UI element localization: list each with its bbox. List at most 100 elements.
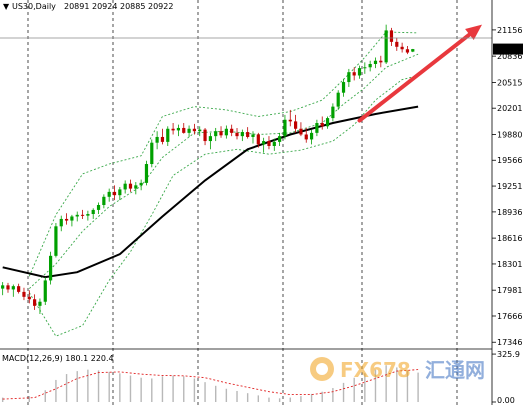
candle — [17, 283, 21, 294]
candle — [288, 109, 292, 127]
candle-body — [86, 214, 90, 216]
price-tick-label: 18301 — [497, 260, 522, 269]
candle-body — [357, 68, 362, 76]
macd-tick-label: 0.00 — [497, 396, 515, 405]
macd-tick-label: 325.9 — [497, 350, 520, 359]
ohlc-label: 20891 20924 20885 20922 — [64, 2, 173, 11]
candle — [373, 57, 378, 69]
watermark-cn: 汇通网 — [425, 358, 485, 382]
candle-body — [224, 128, 228, 136]
candle-body — [64, 218, 69, 221]
candle — [246, 127, 250, 139]
header-triangle: ▼ — [3, 2, 10, 11]
candle-body — [331, 106, 335, 119]
price-tick-label: 18616 — [497, 234, 522, 243]
candle — [33, 294, 37, 310]
candle — [293, 114, 298, 133]
macd-panel: 325.9 0.00 — [1, 350, 520, 405]
price-tick-label: 18936 — [497, 208, 522, 217]
candle — [27, 290, 31, 304]
candle — [1, 282, 5, 296]
candle — [262, 137, 266, 153]
candle — [389, 27, 394, 46]
candle — [91, 208, 95, 219]
price-tick-label: 17346 — [497, 338, 522, 347]
candle — [331, 103, 335, 122]
candle-body — [395, 41, 399, 47]
candle — [182, 123, 186, 134]
candle — [54, 223, 58, 258]
candle — [405, 45, 410, 55]
candle-body — [182, 127, 186, 133]
candle — [59, 215, 63, 232]
candle-body — [384, 30, 388, 63]
candle-body — [363, 67, 367, 69]
candle-body — [246, 132, 250, 137]
candle-body — [91, 209, 95, 215]
candle-body — [336, 92, 340, 107]
candle — [134, 182, 138, 195]
candle-body — [368, 64, 372, 68]
candle — [278, 132, 282, 146]
candle — [347, 68, 351, 87]
candle-body — [139, 182, 143, 186]
candle-body — [373, 60, 378, 65]
band-lower-line — [28, 75, 419, 337]
candle-body — [150, 142, 154, 165]
price-tick-label: 19251 — [497, 182, 522, 191]
candle-body — [304, 134, 308, 140]
candle-body — [134, 185, 138, 189]
candle-body — [17, 286, 21, 292]
candle-body — [341, 82, 346, 93]
candle-body — [309, 132, 314, 140]
candle-body — [347, 72, 351, 83]
candles — [1, 24, 415, 315]
candle-body — [107, 191, 111, 197]
candle — [309, 129, 314, 145]
candle — [304, 127, 308, 143]
candle — [86, 210, 90, 221]
moving-average — [2, 105, 419, 279]
candle-body — [219, 131, 223, 136]
candle — [107, 188, 111, 202]
candle-body — [59, 218, 63, 227]
candle-body — [187, 128, 191, 133]
candle — [214, 127, 218, 142]
candle — [400, 42, 404, 53]
candle-body — [118, 189, 122, 196]
candle — [160, 128, 165, 145]
candle-body — [262, 141, 266, 145]
candle-body — [267, 141, 271, 146]
candle-body — [251, 134, 255, 137]
candle — [192, 123, 197, 135]
price-tick-label: 19880 — [497, 131, 522, 140]
candle-body — [379, 60, 383, 63]
candle — [43, 277, 47, 306]
candle-body — [352, 72, 356, 76]
candle — [139, 179, 143, 191]
candle-body — [203, 129, 207, 142]
candle-body — [160, 136, 165, 142]
candle — [283, 114, 287, 140]
candle — [75, 211, 79, 222]
watermark: FX678 汇通网 — [310, 357, 485, 382]
candle — [363, 62, 367, 74]
candle — [64, 213, 69, 225]
candle — [155, 131, 159, 150]
candle — [224, 125, 228, 139]
candle-body — [166, 128, 170, 142]
trend-arrow-shaft — [357, 32, 472, 123]
candle — [379, 55, 383, 68]
current-price-label: 20922 — [496, 45, 521, 54]
current-price-box — [493, 43, 523, 55]
candle-body — [288, 119, 292, 122]
candle-body — [214, 131, 218, 137]
candle-body — [96, 205, 101, 210]
candle-body — [155, 136, 159, 143]
candle — [368, 60, 372, 72]
candle — [96, 202, 101, 215]
candle — [11, 284, 15, 297]
candle-body — [389, 30, 394, 42]
candle — [112, 185, 117, 201]
